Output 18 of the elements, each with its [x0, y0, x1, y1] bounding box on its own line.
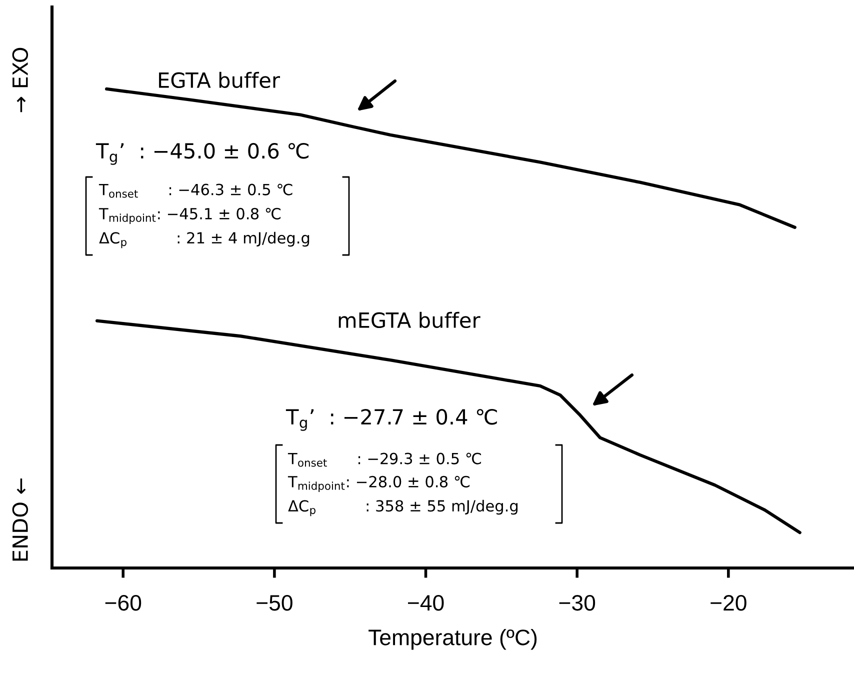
x-tick-label: −20	[710, 594, 746, 611]
annotation: T$_{midpoint}$: −28.0 ± 0.8 ℃	[288, 476, 470, 492]
x-tick-label: −50	[256, 594, 292, 611]
x-axis-title: Temperature (ºC)	[368, 628, 537, 650]
annotation: T$_{g}$’ : −45.0 ± 0.6 ℃	[96, 142, 308, 165]
text: T$_{onset}$ : −29.3 ± 0.5 ℃	[288, 452, 482, 467]
annotation: T$_{g}$’ : −27.7 ± 0.4 ℃	[286, 408, 497, 431]
text: → EXO	[12, 48, 28, 112]
x-tick-label: −30	[559, 594, 596, 611]
annotation: mEGTA buffer	[338, 312, 480, 328]
x-tick-label: −40	[408, 594, 444, 611]
text: EGTA buffer	[159, 72, 280, 88]
annotation: T$_{midpoint}$: −45.1 ± 0.8 ℃	[98, 208, 281, 224]
text: ENDO ←	[12, 478, 28, 561]
text: T$_{onset}$ : −46.3 ± 0.5 ℃	[98, 184, 292, 198]
text: ΔC$_{p}$ : 21 ± 4 mJ/deg.g	[99, 232, 310, 248]
text: ΔC$_{p}$ : 358 ± 55 mJ/deg.g	[288, 500, 518, 516]
x-tick-label: −60	[105, 594, 142, 611]
